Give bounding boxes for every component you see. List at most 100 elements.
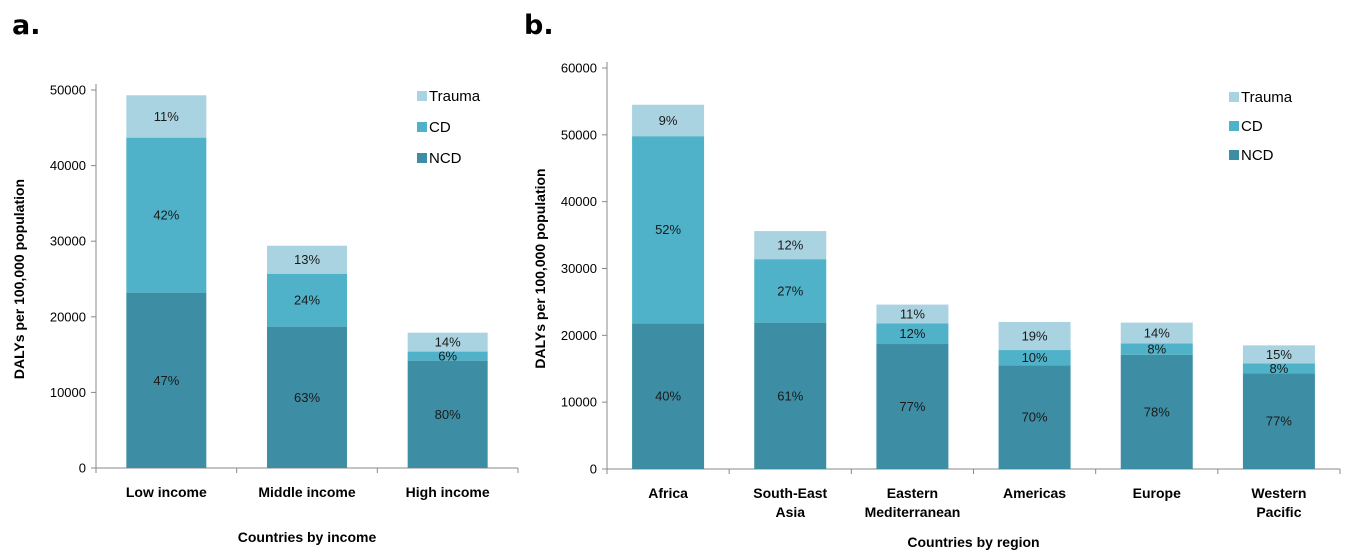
y-tick-label: 40000 xyxy=(50,158,86,173)
bar-label-trauma: 15% xyxy=(1266,347,1292,362)
x-category-label: Europe xyxy=(1133,485,1181,501)
y-tick-label: 30000 xyxy=(561,261,597,276)
bar-cd-western-pacific xyxy=(1242,363,1315,374)
bar-label-ncd: 77% xyxy=(1266,414,1292,429)
y-axis-title: DALYs per 100,000 population xyxy=(532,168,548,368)
bar-trauma-high-income xyxy=(407,332,488,352)
y-tick-label: 30000 xyxy=(50,234,86,249)
bar-ncd-eastern-mediterranean xyxy=(876,344,949,469)
bar-trauma-south-east-asia xyxy=(754,231,827,260)
bar-cd-high-income xyxy=(407,351,488,361)
x-category-label: Mediterranean xyxy=(865,504,961,520)
x-category-label: Eastern xyxy=(887,485,938,501)
bar-label-ncd: 77% xyxy=(899,399,925,414)
bar-label-trauma: 9% xyxy=(659,113,678,128)
bar-label-cd: 42% xyxy=(153,208,179,223)
bar-label-ncd: 78% xyxy=(1144,404,1170,419)
y-tick-label: 40000 xyxy=(561,194,597,209)
bar-ncd-africa xyxy=(632,323,705,469)
bar-label-cd: 8% xyxy=(1147,342,1166,357)
bar-trauma-eastern-mediterranean xyxy=(876,304,949,324)
bar-cd-africa xyxy=(632,136,705,324)
income-chart: 0 10000 20000 30000 40000 50000 47% 42% 11% Low i… xyxy=(11,83,519,545)
y-tick-label: 50000 xyxy=(50,83,86,98)
bar-ncd-south-east-asia xyxy=(754,322,827,469)
legend-swatch-trauma xyxy=(1229,92,1239,102)
x-category-label: Pacific xyxy=(1256,504,1301,520)
bar-label-cd: 12% xyxy=(899,326,925,341)
legend-swatch-ncd xyxy=(417,153,427,163)
y-tick-label: 60000 xyxy=(561,61,597,76)
bar-label-trauma: 12% xyxy=(777,238,803,253)
bar-trauma-western-pacific xyxy=(1242,345,1315,364)
bar-label-cd: 24% xyxy=(294,293,320,308)
y-tick-label: 50000 xyxy=(561,127,597,142)
bar-label-ncd: 80% xyxy=(435,407,461,422)
bar-label-ncd: 61% xyxy=(777,388,803,403)
x-category-label: Americas xyxy=(1003,485,1066,501)
x-category-label: Middle income xyxy=(258,484,355,500)
bar-trauma-europe xyxy=(1120,322,1193,344)
bar-label-ncd: 70% xyxy=(1022,410,1048,425)
bar-label-cd: 27% xyxy=(777,283,803,298)
y-tick-label: 10000 xyxy=(50,385,86,400)
x-axis-title: Countries by region xyxy=(907,534,1039,550)
y-axis-title: DALYs per 100,000 population xyxy=(11,179,27,379)
x-category-label: Western xyxy=(1251,485,1306,501)
bar-label-ncd: 47% xyxy=(153,373,179,388)
legend-label-cd: CD xyxy=(1241,118,1263,135)
legend-label-trauma: Trauma xyxy=(429,88,481,105)
bar-cd-south-east-asia xyxy=(754,259,827,323)
bar-label-cd: 10% xyxy=(1022,350,1048,365)
legend-label-ncd: NCD xyxy=(1241,147,1274,164)
x-category-label: Asia xyxy=(775,504,805,520)
x-category-label: Low income xyxy=(126,484,207,500)
y-tick-label: 0 xyxy=(590,462,597,477)
bar-ncd-middle-income xyxy=(267,326,347,468)
x-category-label: South-East xyxy=(753,485,827,501)
bar-label-cd: 6% xyxy=(438,349,457,364)
x-axis-title: Countries by income xyxy=(238,529,377,545)
legend-swatch-cd xyxy=(1229,121,1239,131)
bar-label-trauma: 11% xyxy=(154,109,179,124)
y-tick-label: 10000 xyxy=(561,395,597,410)
legend-label-cd: CD xyxy=(429,119,451,136)
bar-label-trauma: 11% xyxy=(900,306,925,321)
region-chart: 0 10000 20000 30000 40000 50000 60000 40% 52% 9% A… xyxy=(532,61,1341,550)
bar-cd-eastern-mediterranean xyxy=(876,323,949,345)
bar-ncd-americas xyxy=(998,365,1071,469)
x-category-label: High income xyxy=(406,484,490,500)
y-tick-label: 20000 xyxy=(50,309,86,324)
bar-label-trauma: 14% xyxy=(1144,325,1170,340)
legend-swatch-cd xyxy=(417,122,427,132)
bar-cd-middle-income xyxy=(267,273,347,327)
legend-swatch-ncd xyxy=(1229,150,1239,160)
bar-label-ncd: 40% xyxy=(655,389,681,404)
bar-ncd-europe xyxy=(1120,354,1193,469)
panel-letter-a: a. xyxy=(12,10,40,41)
bar-cd-europe xyxy=(1120,343,1193,355)
bar-trauma-low-income xyxy=(126,95,207,138)
y-tick-label: 0 xyxy=(79,461,86,476)
bar-label-trauma: 14% xyxy=(435,335,461,350)
bar-ncd-low-income xyxy=(126,292,207,468)
x-category-label: Africa xyxy=(648,485,688,501)
legend-label-trauma: Trauma xyxy=(1241,89,1293,106)
bar-ncd-western-pacific xyxy=(1242,373,1315,469)
bar-trauma-americas xyxy=(998,321,1071,351)
legend-label-ncd: NCD xyxy=(429,150,462,167)
bar-trauma-africa xyxy=(632,104,705,137)
bar-trauma-middle-income xyxy=(267,245,347,274)
bar-label-ncd: 63% xyxy=(294,390,320,405)
bar-label-cd: 52% xyxy=(655,222,681,237)
legend-swatch-trauma xyxy=(417,91,427,101)
bar-cd-americas xyxy=(998,350,1071,366)
bar-label-cd: 8% xyxy=(1270,361,1289,376)
panel-letter-b: b. xyxy=(524,10,554,41)
bar-label-trauma: 13% xyxy=(294,252,320,267)
bar-cd-low-income xyxy=(126,137,207,293)
y-tick-label: 20000 xyxy=(561,328,597,343)
bar-label-trauma: 19% xyxy=(1022,329,1048,344)
bar-ncd-high-income xyxy=(407,360,488,468)
